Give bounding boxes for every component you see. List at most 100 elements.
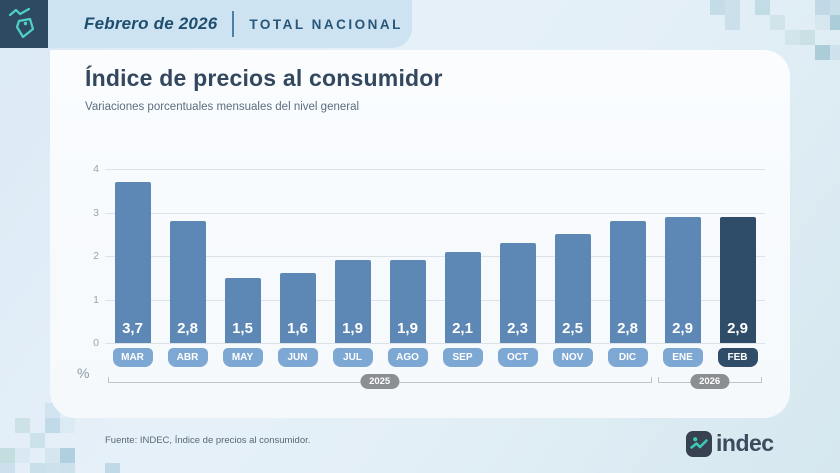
- mosaic-square: [830, 45, 840, 60]
- mosaic-square: [725, 0, 740, 15]
- y-tick-label-3: 3: [93, 206, 99, 219]
- bar-value-jun: 1,6: [287, 320, 308, 337]
- bar-jun: 1,6: [279, 273, 316, 343]
- chart-card: Índice de precios al consumidor Variacio…: [50, 50, 790, 418]
- month-pill-ago: AGO: [387, 348, 428, 367]
- mosaic-square: [105, 463, 120, 473]
- mosaic-square: [710, 0, 725, 15]
- mosaic-decoration-top-right: [590, 0, 840, 150]
- bar-value-feb: 2,9: [727, 320, 748, 337]
- bars-row: 3,7 2,8 1,5 1,6 1,9 1,9 2,1 2,3 2,5 2,8 2,9 2,9: [105, 169, 765, 343]
- bar-value-sep: 2,1: [452, 320, 473, 337]
- bar-chart-plot: 4 3 2 1 0 3,7 2,8 1,5 1,6 1,9 1,9 2,1 2,3 2,5 2,8 2,9 2…: [93, 163, 765, 349]
- header-divider: [232, 11, 235, 37]
- month-slot-nov: NOV: [545, 348, 600, 368]
- year-brackets: 2025 2026: [105, 370, 765, 389]
- mosaic-square: [45, 463, 60, 473]
- mosaic-square: [800, 30, 815, 45]
- bar-slot-may: 1,5: [215, 277, 270, 343]
- mosaic-square: [815, 45, 830, 60]
- bar-slot-nov: 2,5: [545, 234, 600, 343]
- bar-may: 1,5: [224, 277, 261, 343]
- year-bracket-2025: 2025: [107, 374, 652, 389]
- bar-ene: 2,9: [664, 216, 701, 343]
- bar-value-oct: 2,3: [507, 320, 528, 337]
- month-slot-oct: OCT: [490, 348, 545, 368]
- month-slot-may: MAY: [215, 348, 270, 368]
- bar-slot-ene: 2,9: [655, 216, 710, 343]
- gridline-4: [105, 169, 765, 170]
- source-note: Fuente: INDEC, Índice de precios al cons…: [105, 435, 311, 446]
- bar-value-nov: 2,5: [562, 320, 583, 337]
- bar-value-jul: 1,9: [342, 320, 363, 337]
- mosaic-square: [45, 418, 60, 433]
- bar-oct: 2,3: [499, 242, 536, 343]
- mosaic-square: [0, 463, 15, 473]
- mosaic-square: [815, 15, 830, 30]
- mosaic-square: [60, 418, 75, 433]
- month-pill-jun: JUN: [277, 348, 318, 367]
- mosaic-decoration-bottom-left: [0, 358, 300, 473]
- gridline-1: [105, 299, 765, 301]
- gridline-0: [105, 343, 765, 344]
- month-pill-mar: MAR: [112, 348, 153, 367]
- report-period: Febrero de 2026: [84, 14, 218, 33]
- bar-slot-feb: 2,9: [710, 216, 765, 343]
- y-tick-label-4: 4: [93, 163, 99, 175]
- bar-value-abr: 2,8: [177, 320, 198, 337]
- bar-slot-mar: 3,7: [105, 182, 160, 343]
- mosaic-square: [0, 448, 15, 463]
- bar-feb: 2,9: [719, 216, 756, 343]
- month-pill-sep: SEP: [442, 348, 483, 367]
- bar-slot-sep: 2,1: [435, 251, 490, 343]
- bar-slot-abr: 2,8: [160, 221, 215, 343]
- bar-slot-dic: 2,8: [600, 221, 655, 343]
- month-slot-jul: JUL: [325, 348, 380, 368]
- mosaic-square: [830, 0, 840, 15]
- indec-logo-icon: [686, 430, 712, 457]
- indec-wordmark: indec: [716, 430, 774, 456]
- year-pill-2026: 2026: [690, 374, 730, 389]
- y-tick-label-2: 2: [93, 250, 99, 262]
- month-slot-dic: DIC: [600, 348, 655, 368]
- bar-slot-ago: 1,9: [380, 260, 435, 343]
- report-scope: TOTAL NACIONAL: [249, 16, 403, 32]
- month-pill-ene: ENE: [662, 348, 703, 367]
- bar-slot-oct: 2,3: [490, 242, 545, 343]
- bar-value-may: 1,5: [232, 320, 253, 337]
- month-pill-dic: DIC: [607, 348, 648, 367]
- bar-slot-jul: 1,9: [325, 260, 380, 343]
- mosaic-square: [770, 15, 785, 30]
- bar-dic: 2,8: [609, 221, 646, 343]
- bar-slot-jun: 1,6: [270, 273, 325, 343]
- month-slot-ago: AGO: [380, 348, 435, 368]
- mosaic-square: [830, 15, 840, 30]
- month-slot-sep: SEP: [435, 348, 490, 368]
- mosaic-square: [60, 448, 75, 463]
- year-pill-2025: 2025: [360, 374, 400, 389]
- year-bracket-2026: 2026: [657, 374, 762, 389]
- mosaic-square: [785, 30, 800, 45]
- month-pill-may: MAY: [222, 348, 263, 367]
- mosaic-square: [815, 0, 830, 15]
- month-pill-abr: ABR: [167, 348, 208, 367]
- month-slot-abr: ABR: [160, 348, 215, 368]
- month-pill-jul: JUL: [332, 348, 373, 367]
- month-pill-feb: FEB: [717, 348, 758, 367]
- chart-title: Índice de precios al consumidor: [85, 65, 443, 91]
- bar-ago: 1,9: [389, 260, 426, 343]
- bar-nov: 2,5: [554, 234, 591, 343]
- bar-jul: 1,9: [334, 260, 371, 343]
- bar-sep: 2,1: [444, 251, 481, 343]
- mosaic-square: [45, 448, 60, 463]
- chart-subtitle: Variaciones porcentuales mensuales del n…: [85, 101, 360, 113]
- month-slot-feb: FEB: [710, 348, 765, 368]
- gridline-3: [105, 212, 765, 214]
- month-pill-nov: NOV: [552, 348, 593, 367]
- mosaic-square: [725, 15, 740, 30]
- bar-value-ago: 1,9: [397, 320, 418, 337]
- y-tick-label-0: 0: [93, 337, 99, 349]
- y-axis-unit-label: %: [77, 365, 90, 381]
- bar-value-dic: 2,8: [617, 320, 638, 337]
